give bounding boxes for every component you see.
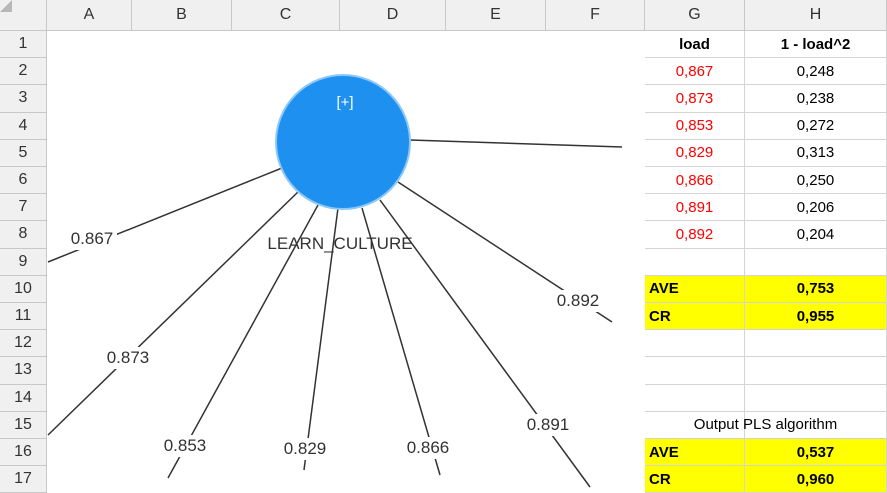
row-header: 2 xyxy=(0,58,47,86)
row-header: 11 xyxy=(0,303,47,331)
cell-value: AVE xyxy=(645,275,745,303)
label-background xyxy=(523,414,573,436)
row-header: 9 xyxy=(0,248,47,276)
cell-value: 0,960 xyxy=(745,466,887,493)
connectors xyxy=(47,139,623,488)
column-header: B xyxy=(132,0,232,31)
cell-value: 0,867 xyxy=(645,58,745,86)
loading-label: 0.891 xyxy=(527,415,570,434)
row-header: 3 xyxy=(0,85,47,113)
loading-label: 0.853 xyxy=(164,436,207,455)
column-header: A xyxy=(47,0,132,31)
column-header: C xyxy=(232,0,340,31)
loading-label: 0.892 xyxy=(557,291,600,310)
loading-label: 0.873 xyxy=(107,348,150,367)
row-header: 10 xyxy=(0,275,47,303)
label-background xyxy=(403,437,453,459)
expand-button[interactable]: [+] xyxy=(336,94,353,111)
label-background xyxy=(67,228,117,250)
column-header: G xyxy=(645,0,745,31)
cell-value: 0,853 xyxy=(645,112,745,140)
construct-node[interactable] xyxy=(275,74,411,210)
construct-label: LEARN_CULTURE xyxy=(267,234,412,253)
column-header: F xyxy=(546,0,645,31)
row-header: 1 xyxy=(0,31,47,59)
column-header: E xyxy=(446,0,546,31)
cell-value: 0,829 xyxy=(645,139,745,167)
row-header: 14 xyxy=(0,384,47,412)
row-header: 13 xyxy=(0,357,47,385)
cell-value: AVE xyxy=(645,439,745,467)
cell-value: CR xyxy=(645,466,745,493)
cell xyxy=(645,248,745,276)
cell-value: 0,753 xyxy=(745,275,887,303)
cell-value: 0,891 xyxy=(645,194,745,222)
cell xyxy=(645,384,745,412)
loading-label: 0.866 xyxy=(407,438,450,457)
label-background xyxy=(160,435,210,457)
row-header: 8 xyxy=(0,221,47,249)
column-header: D xyxy=(340,0,446,31)
cell-value: 0,866 xyxy=(645,167,745,195)
loading-label: 0.829 xyxy=(284,439,327,458)
row-header: 5 xyxy=(0,139,47,167)
row-header: 15 xyxy=(0,411,47,439)
row-header: 16 xyxy=(0,439,47,467)
label-background xyxy=(553,290,603,312)
cell-value: 0,955 xyxy=(745,303,887,331)
cell-value: 0,537 xyxy=(745,439,887,467)
label-background xyxy=(103,347,153,369)
cell-value: 0,873 xyxy=(645,85,745,113)
row-header: 7 xyxy=(0,194,47,222)
cell xyxy=(645,330,745,358)
cell-value: CR xyxy=(645,303,745,331)
corner xyxy=(0,0,47,31)
cell-value: load xyxy=(645,31,745,59)
loading-label: 0.867 xyxy=(71,229,114,248)
row-header: 12 xyxy=(0,330,47,358)
row-header: 6 xyxy=(0,167,47,195)
cell-value: 0,892 xyxy=(645,221,745,249)
label-background xyxy=(280,438,330,460)
cell xyxy=(645,357,745,385)
row-header: 4 xyxy=(0,112,47,140)
